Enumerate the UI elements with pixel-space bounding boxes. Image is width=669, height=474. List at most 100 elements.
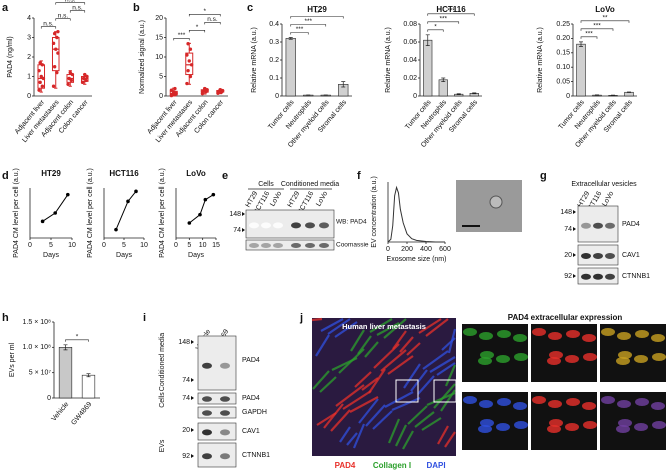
inset-feature bbox=[582, 334, 596, 342]
y-tick-label: 15 bbox=[155, 34, 163, 41]
y-tick-label: 5 bbox=[159, 73, 163, 80]
significance-label: *** bbox=[585, 31, 593, 38]
inset-feature bbox=[496, 355, 510, 363]
lane-label: LoVo bbox=[315, 190, 329, 207]
fiber bbox=[383, 318, 407, 339]
x-tick-label: 5 bbox=[122, 242, 126, 249]
marker-arrow bbox=[191, 428, 194, 432]
size-marker: 20 bbox=[182, 427, 190, 434]
x-tick-label: 600 bbox=[439, 246, 451, 253]
fiber bbox=[417, 375, 435, 395]
significance-bracket bbox=[188, 14, 221, 17]
inset-title: PAD4 associated with cells bbox=[517, 381, 613, 390]
data-point bbox=[114, 227, 118, 232]
fiber bbox=[365, 404, 386, 427]
em-image bbox=[456, 180, 522, 232]
significance-bracket bbox=[580, 28, 614, 31]
significance-label: * bbox=[76, 334, 79, 341]
channel-legend: DAPI bbox=[426, 461, 445, 470]
chart-title: HT29 bbox=[307, 5, 327, 14]
fiber bbox=[339, 426, 351, 443]
fiber bbox=[349, 396, 379, 413]
inset-box bbox=[395, 379, 419, 403]
panel-label: f bbox=[357, 170, 361, 182]
significance-bracket bbox=[204, 22, 221, 25]
fiber bbox=[335, 384, 365, 407]
error-bar bbox=[341, 81, 346, 88]
fiber bbox=[418, 318, 442, 334]
panel-label: j bbox=[299, 312, 303, 324]
significance-label: n.s. bbox=[65, 0, 76, 3]
data-point bbox=[198, 212, 202, 217]
fiber bbox=[387, 418, 401, 444]
data-point bbox=[200, 91, 205, 96]
x-tick-label: 15 bbox=[212, 242, 220, 249]
x-tick-label: Vehicle bbox=[51, 401, 71, 423]
line bbox=[387, 185, 445, 243]
y-tick-label: 0.02 bbox=[403, 75, 417, 82]
inset-feature bbox=[479, 400, 493, 408]
inset-feature bbox=[514, 421, 528, 429]
inset-feature bbox=[548, 332, 562, 340]
data-point bbox=[37, 88, 41, 92]
fiber bbox=[311, 317, 323, 322]
blot-band bbox=[202, 429, 212, 436]
fiber bbox=[320, 318, 344, 332]
data-point bbox=[51, 41, 56, 46]
blot-band bbox=[202, 362, 212, 369]
fiber bbox=[402, 430, 414, 450]
fiber bbox=[316, 412, 337, 426]
inset-feature bbox=[478, 357, 492, 365]
fiber bbox=[350, 329, 365, 352]
data-point bbox=[52, 31, 57, 36]
fiber bbox=[425, 318, 449, 337]
data-point bbox=[186, 68, 190, 73]
blot bbox=[197, 406, 237, 419]
blot-band bbox=[291, 243, 301, 248]
significance-bracket bbox=[290, 24, 327, 27]
marker-arrow bbox=[242, 228, 245, 232]
fiber bbox=[364, 341, 379, 358]
fiber bbox=[392, 330, 407, 350]
error-bar bbox=[456, 93, 461, 95]
data-point bbox=[186, 42, 190, 46]
fiber bbox=[330, 409, 351, 432]
blot-band bbox=[202, 410, 212, 416]
fiber bbox=[436, 362, 456, 376]
panel-label: e bbox=[222, 170, 228, 182]
blot-label: WB: PAD4 bbox=[336, 219, 367, 226]
significance-label: *** bbox=[593, 23, 601, 30]
inset-feature bbox=[566, 330, 580, 338]
blot-band bbox=[593, 273, 603, 280]
y-axis-label: EVs per ml bbox=[9, 342, 16, 377]
error-bar bbox=[627, 91, 631, 93]
inset-feature bbox=[548, 400, 562, 408]
inset-feature bbox=[651, 402, 665, 410]
marker-arrow bbox=[242, 212, 245, 216]
inset-feature bbox=[617, 332, 631, 340]
blot-label: CTNNB1 bbox=[622, 273, 650, 280]
marker-arrow bbox=[191, 378, 194, 382]
significance-bracket bbox=[427, 13, 475, 16]
data-point bbox=[67, 76, 71, 81]
x-tick-label: 5 bbox=[49, 242, 53, 249]
fiber bbox=[426, 391, 456, 407]
inset-feature bbox=[616, 425, 630, 433]
panel-label: i bbox=[143, 312, 146, 324]
data-point bbox=[56, 29, 60, 34]
panel-label: b bbox=[133, 2, 140, 14]
significance-bracket bbox=[65, 339, 89, 342]
marker-arrow bbox=[191, 340, 194, 344]
blot-band bbox=[291, 222, 301, 229]
significance-bracket bbox=[580, 36, 598, 39]
inset-feature bbox=[513, 402, 527, 410]
blot-band bbox=[273, 222, 283, 229]
data-point bbox=[56, 51, 60, 55]
inset-feature bbox=[547, 425, 561, 433]
blot-label: Coomassie bbox=[336, 242, 369, 249]
x-axis-label: Days bbox=[188, 252, 204, 259]
data-point bbox=[39, 74, 43, 79]
error-bar bbox=[595, 94, 599, 96]
data-point bbox=[187, 221, 192, 225]
blot-band bbox=[249, 243, 259, 248]
